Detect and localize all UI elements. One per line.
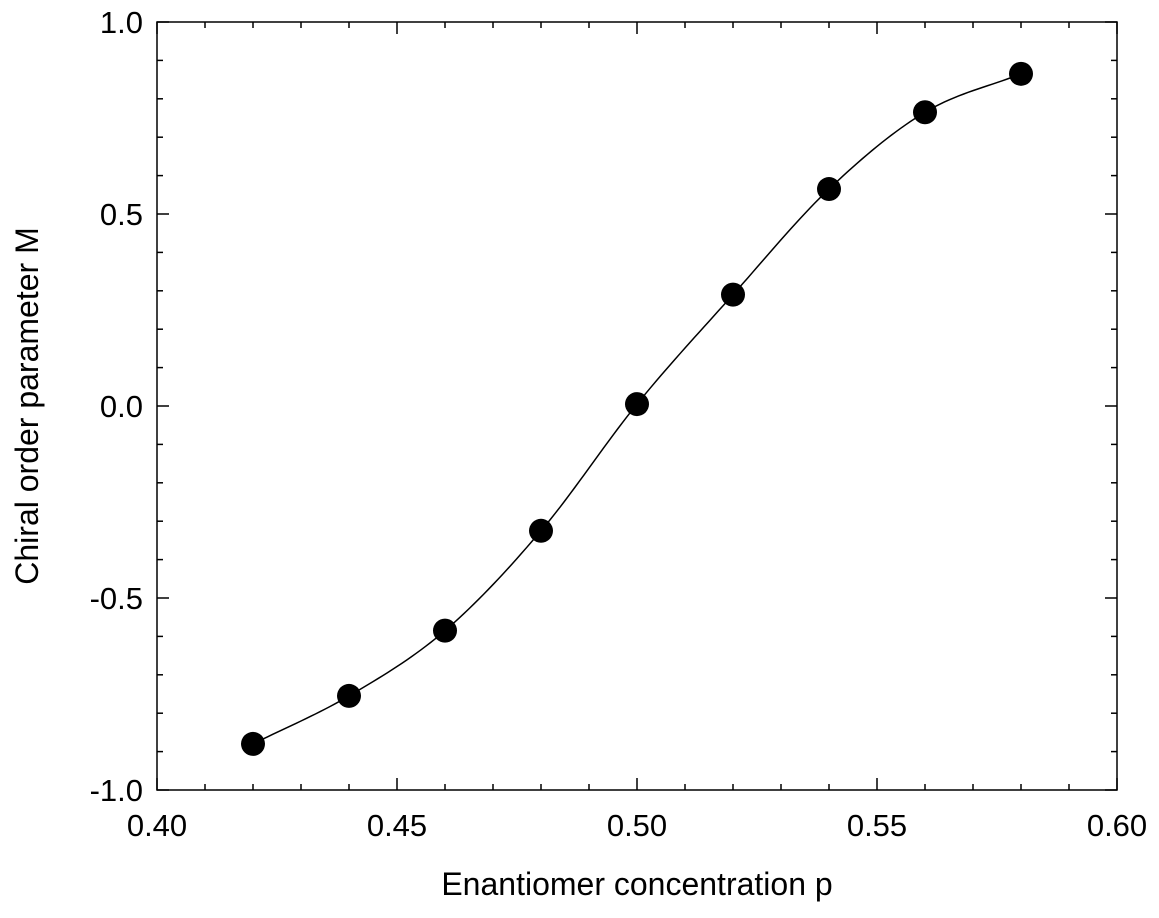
ticks <box>156 21 1118 791</box>
x-axis-label: Enantiomer concentration p <box>441 866 832 902</box>
y-tick-label: 1.0 <box>100 5 143 40</box>
y-tick-label: 0.0 <box>100 389 143 424</box>
x-tick-label: 0.60 <box>1087 808 1147 843</box>
y-tick-label: 0.5 <box>100 197 143 232</box>
tick-labels: 0.40 0.45 0.50 0.55 0.60 -1.0 -0.5 0.0 0.5 1.0 <box>90 5 1148 843</box>
data-point <box>625 392 649 417</box>
data-point <box>529 518 553 543</box>
x-tick-label: 0.50 <box>607 808 667 843</box>
data-point <box>817 177 841 202</box>
y-axis-label: Chiral order parameter M <box>9 227 45 584</box>
y-tick-label: -0.5 <box>90 581 143 616</box>
data-point <box>1009 61 1033 86</box>
data-points <box>241 61 1033 756</box>
x-tick-label: 0.55 <box>847 808 907 843</box>
data-point <box>337 683 361 708</box>
y-tick-label: -1.0 <box>90 773 143 808</box>
data-point <box>721 282 745 307</box>
data-point <box>913 100 937 125</box>
x-tick-label: 0.45 <box>367 808 427 843</box>
x-tick-label: 0.40 <box>127 808 187 843</box>
data-point <box>433 618 457 643</box>
data-point <box>241 731 265 756</box>
